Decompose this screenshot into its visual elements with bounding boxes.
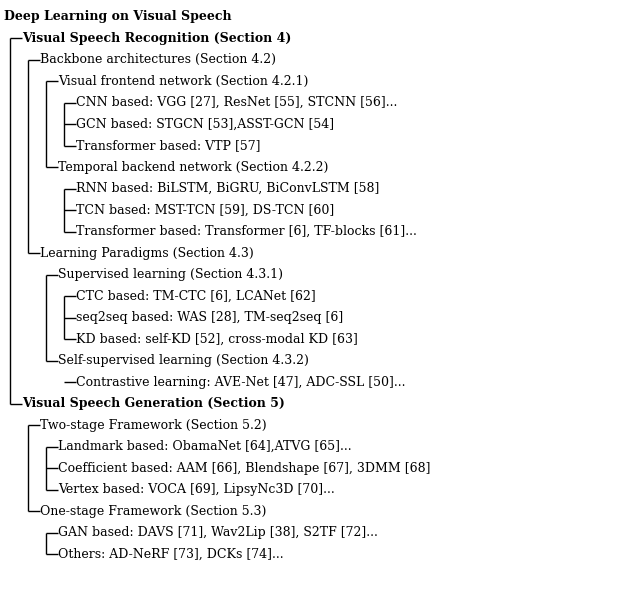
Text: GAN based: DAVS [71], Wav2Lip [38], S2TF [72]...: GAN based: DAVS [71], Wav2Lip [38], S2TF… (58, 527, 378, 539)
Text: RNN based: BiLSTM, BiGRU, BiConvLSTM [58]: RNN based: BiLSTM, BiGRU, BiConvLSTM [58… (76, 182, 380, 195)
Text: Transformer based: VTP [57]: Transformer based: VTP [57] (76, 139, 260, 152)
Text: Coefficient based: AAM [66], Blendshape [67], 3DMM [68]: Coefficient based: AAM [66], Blendshape … (58, 461, 431, 475)
Text: Temporal backend network (Section 4.2.2): Temporal backend network (Section 4.2.2) (58, 161, 328, 174)
Text: Deep Learning on Visual Speech: Deep Learning on Visual Speech (4, 10, 232, 23)
Text: Supervised learning (Section 4.3.1): Supervised learning (Section 4.3.1) (58, 268, 283, 282)
Text: Two-stage Framework (Section 5.2): Two-stage Framework (Section 5.2) (40, 419, 267, 432)
Text: seq2seq based: WAS [28], TM-seq2seq [6]: seq2seq based: WAS [28], TM-seq2seq [6] (76, 311, 343, 324)
Text: Visual frontend network (Section 4.2.1): Visual frontend network (Section 4.2.1) (58, 75, 308, 88)
Text: CNN based: VGG [27], ResNet [55], STCNN [56]...: CNN based: VGG [27], ResNet [55], STCNN … (76, 96, 397, 109)
Text: Others: AD-NeRF [73], DCKs [74]...: Others: AD-NeRF [73], DCKs [74]... (58, 548, 284, 561)
Text: Learning Paradigms (Section 4.3): Learning Paradigms (Section 4.3) (40, 247, 253, 260)
Text: Contrastive learning: AVE-Net [47], ADC-SSL [50]...: Contrastive learning: AVE-Net [47], ADC-… (76, 376, 406, 389)
Text: Transformer based: Transformer [6], TF-blocks [61]...: Transformer based: Transformer [6], TF-b… (76, 225, 417, 238)
Text: TCN based: MST-TCN [59], DS-TCN [60]: TCN based: MST-TCN [59], DS-TCN [60] (76, 204, 334, 216)
Text: Visual Speech Recognition (Section 4): Visual Speech Recognition (Section 4) (22, 32, 291, 45)
Text: Self-supervised learning (Section 4.3.2): Self-supervised learning (Section 4.3.2) (58, 354, 309, 367)
Text: KD based: self-KD [52], cross-modal KD [63]: KD based: self-KD [52], cross-modal KD [… (76, 333, 358, 346)
Text: Vertex based: VOCA [69], LipsyNc3D [70]...: Vertex based: VOCA [69], LipsyNc3D [70].… (58, 483, 335, 496)
Text: GCN based: STGCN [53],ASST-GCN [54]: GCN based: STGCN [53],ASST-GCN [54] (76, 118, 334, 131)
Text: Backbone architectures (Section 4.2): Backbone architectures (Section 4.2) (40, 54, 276, 66)
Text: One-stage Framework (Section 5.3): One-stage Framework (Section 5.3) (40, 505, 266, 518)
Text: Landmark based: ObamaNet [64],ATVG [65]...: Landmark based: ObamaNet [64],ATVG [65].… (58, 440, 351, 453)
Text: Visual Speech Generation (Section 5): Visual Speech Generation (Section 5) (22, 397, 285, 410)
Text: CTC based: TM-CTC [6], LCANet [62]: CTC based: TM-CTC [6], LCANet [62] (76, 290, 316, 303)
